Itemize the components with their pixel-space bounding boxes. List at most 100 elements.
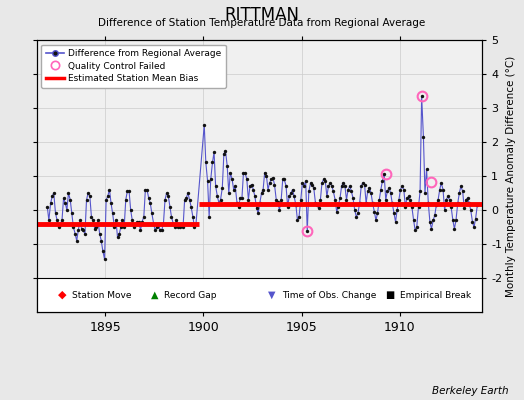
Point xyxy=(107,200,115,206)
Point xyxy=(48,193,57,200)
Point xyxy=(206,176,215,182)
Point xyxy=(328,183,336,189)
Point xyxy=(337,183,346,189)
Point xyxy=(468,219,477,225)
Point xyxy=(381,197,390,203)
Point xyxy=(190,224,199,230)
Text: Station Move: Station Move xyxy=(72,290,132,300)
Point xyxy=(51,210,60,217)
Point xyxy=(58,217,66,223)
Point xyxy=(391,219,400,225)
Point xyxy=(367,190,375,196)
Point xyxy=(122,197,130,203)
Point xyxy=(136,227,145,234)
Point xyxy=(110,224,118,230)
Point xyxy=(202,159,210,166)
Point xyxy=(78,226,86,232)
Point xyxy=(279,176,287,182)
Point xyxy=(421,190,429,196)
Point xyxy=(241,170,249,176)
Point xyxy=(377,186,385,193)
Point xyxy=(301,178,310,184)
Point xyxy=(437,180,445,186)
Point xyxy=(362,200,370,206)
Point xyxy=(158,227,166,234)
Point xyxy=(177,220,185,227)
Point xyxy=(427,226,435,232)
Point xyxy=(99,248,107,254)
Point xyxy=(182,195,190,201)
Point xyxy=(311,200,320,206)
Point xyxy=(400,186,408,193)
Y-axis label: Monthly Temperature Anomaly Difference (°C): Monthly Temperature Anomaly Difference (… xyxy=(506,55,516,297)
Point xyxy=(108,210,117,217)
Point xyxy=(318,180,326,186)
Point xyxy=(164,193,172,200)
Point xyxy=(69,224,78,230)
Point xyxy=(148,210,156,217)
Point xyxy=(176,224,184,230)
Point xyxy=(463,195,472,201)
Point xyxy=(238,195,246,201)
Point xyxy=(324,183,333,189)
Point xyxy=(418,93,426,99)
Point xyxy=(149,220,158,227)
Point xyxy=(339,180,347,186)
Point xyxy=(355,200,364,206)
Point xyxy=(307,180,315,186)
Point xyxy=(171,224,179,230)
Point xyxy=(435,186,444,193)
Point xyxy=(365,185,374,191)
Point xyxy=(230,186,238,193)
Point xyxy=(101,256,109,262)
Point xyxy=(285,193,293,200)
Point xyxy=(396,186,405,193)
Point xyxy=(378,178,387,184)
Point xyxy=(47,200,55,206)
Point xyxy=(54,224,63,230)
Point xyxy=(74,227,82,234)
Point xyxy=(256,200,264,206)
Point xyxy=(223,162,232,169)
Point xyxy=(272,197,280,203)
Point xyxy=(87,214,95,220)
Point xyxy=(166,203,174,210)
Point xyxy=(406,197,414,203)
Point xyxy=(94,217,102,223)
Point xyxy=(313,202,321,208)
Point xyxy=(249,186,257,193)
Point xyxy=(220,151,228,157)
Point xyxy=(470,224,478,230)
Point xyxy=(233,200,241,206)
Point xyxy=(275,207,283,213)
Point xyxy=(254,210,263,217)
Point xyxy=(189,214,197,220)
Point xyxy=(409,217,418,223)
Point xyxy=(401,203,410,210)
Point xyxy=(130,224,138,230)
Point xyxy=(161,197,169,203)
Point xyxy=(445,197,454,203)
Point xyxy=(45,217,53,223)
Point xyxy=(113,234,122,240)
Point xyxy=(156,227,165,234)
Point xyxy=(460,205,468,212)
Point xyxy=(442,197,450,203)
Point xyxy=(333,208,341,215)
Point xyxy=(213,193,222,200)
Point xyxy=(395,197,403,203)
Point xyxy=(89,217,97,223)
Point xyxy=(260,170,269,176)
Point xyxy=(368,200,377,206)
Point xyxy=(282,183,290,189)
Point xyxy=(466,207,475,213)
Point xyxy=(128,217,136,223)
Point xyxy=(61,200,70,206)
Point xyxy=(143,186,151,193)
Point xyxy=(244,197,253,203)
Point xyxy=(192,220,200,227)
Point xyxy=(454,200,462,206)
Point xyxy=(115,230,124,237)
Point xyxy=(123,188,132,194)
Point xyxy=(357,183,365,189)
